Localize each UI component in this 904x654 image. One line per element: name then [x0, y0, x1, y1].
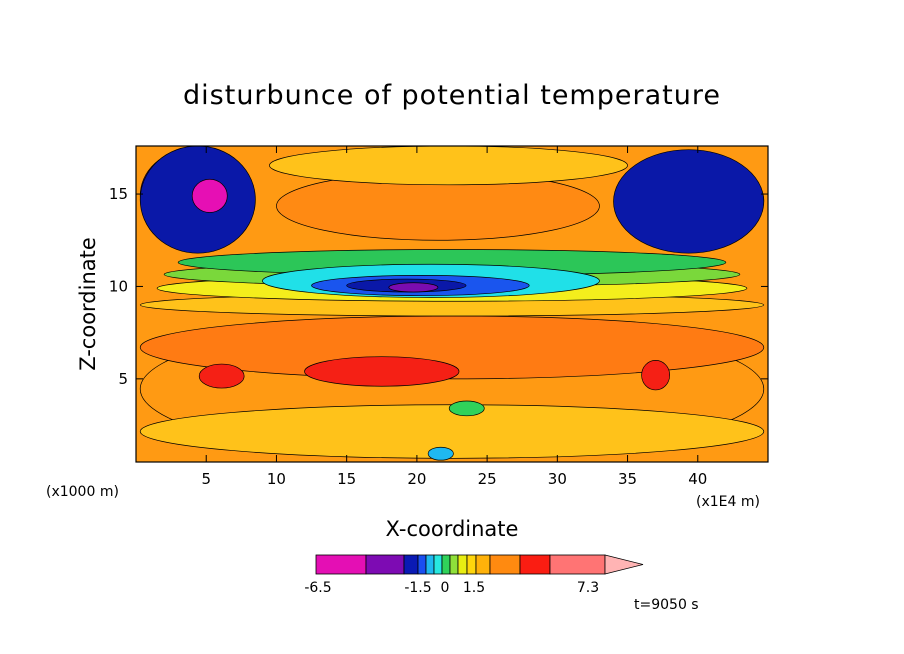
x-tick-label: 15	[337, 470, 356, 488]
contour-region	[641, 360, 671, 391]
y-unit-label: (x1000 m)	[46, 484, 119, 500]
contour-region	[198, 363, 245, 389]
contour-regions	[139, 145, 765, 461]
colorbar-label: 7.3	[577, 580, 599, 596]
y-tick-label: 10	[109, 277, 128, 295]
contour-region	[269, 145, 628, 186]
y-tick-label: 5	[118, 370, 128, 388]
colorbar	[315, 554, 644, 575]
contour-region	[191, 178, 228, 213]
x-tick-label: 30	[548, 470, 567, 488]
contour-region	[613, 149, 765, 254]
colorbar-swatch	[519, 554, 551, 575]
contour-region	[388, 282, 439, 293]
plot-area: 5 10 15 20 25 30 35 40 5 10 15	[109, 145, 769, 488]
colorbar-swatch	[433, 554, 443, 575]
colorbar-swatch	[449, 554, 459, 575]
y-axis-label: Z-coordinate	[76, 237, 100, 371]
colorbar-label: -1.5	[404, 580, 431, 596]
chart-title: disturbunce of potential temperature	[183, 80, 721, 111]
colorbar-swatch	[489, 554, 521, 575]
x-ticks: 5 10 15 20 25 30 35 40	[201, 146, 707, 488]
contour-region	[427, 446, 454, 461]
x-tick-label: 25	[478, 470, 497, 488]
contour-region	[448, 400, 485, 417]
colorbar-swatch	[315, 554, 367, 575]
y-tick-label: 15	[109, 185, 128, 203]
time-label: t=9050 s	[634, 597, 699, 613]
colorbar-swatch	[365, 554, 405, 575]
x-tick-label: 20	[407, 470, 426, 488]
x-tick-label: 35	[618, 470, 637, 488]
colorbar-label: 0	[441, 580, 450, 596]
colorbar-labels: -6.5 -1.5 0 1.5 7.3	[304, 580, 599, 596]
x-unit-label: (x1E4 m)	[696, 494, 760, 510]
colorbar-label: -6.5	[304, 580, 331, 596]
x-tick-label: 5	[201, 470, 211, 488]
colorbar-swatch	[403, 554, 419, 575]
x-axis-label: X-coordinate	[386, 517, 519, 541]
contour-region	[304, 356, 460, 387]
colorbar-swatch	[466, 554, 477, 575]
colorbar-label: 1.5	[463, 580, 485, 596]
colorbar-swatch	[441, 554, 451, 575]
colorbar-swatch	[549, 554, 606, 575]
colorbar-arrow	[604, 554, 644, 575]
colorbar-swatch	[417, 554, 427, 575]
colorbar-swatch	[425, 554, 435, 575]
x-tick-label: 10	[267, 470, 286, 488]
colorbar-swatch	[475, 554, 491, 575]
colorbar-swatch	[457, 554, 468, 575]
plot-frame	[135, 145, 769, 463]
y-ticks: 5 10 15	[109, 185, 768, 388]
x-tick-label: 40	[688, 470, 707, 488]
